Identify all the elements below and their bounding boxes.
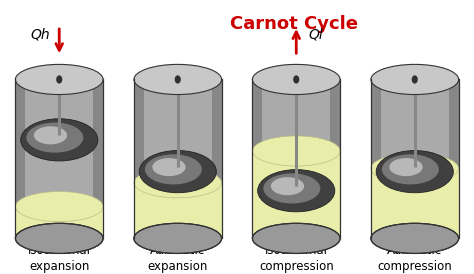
Polygon shape <box>371 79 381 238</box>
Ellipse shape <box>21 119 98 161</box>
Text: Isothermal
compression: Isothermal compression <box>259 244 334 273</box>
Polygon shape <box>16 207 103 238</box>
Text: Ql: Ql <box>308 27 323 41</box>
Polygon shape <box>93 79 103 238</box>
Ellipse shape <box>253 64 340 95</box>
Polygon shape <box>16 79 25 238</box>
Polygon shape <box>134 79 144 238</box>
Ellipse shape <box>152 158 186 176</box>
Ellipse shape <box>371 64 458 95</box>
Ellipse shape <box>134 168 221 198</box>
Text: Adiabatic
compression: Adiabatic compression <box>377 244 452 273</box>
Ellipse shape <box>16 223 103 253</box>
Polygon shape <box>212 79 221 238</box>
Polygon shape <box>371 169 458 238</box>
Ellipse shape <box>134 64 221 95</box>
Text: Carnot Cycle: Carnot Cycle <box>230 15 358 33</box>
Text: Adiabatic
expansion: Adiabatic expansion <box>147 244 208 273</box>
Polygon shape <box>449 79 458 238</box>
Ellipse shape <box>371 153 458 184</box>
Polygon shape <box>134 79 221 238</box>
Polygon shape <box>253 79 340 238</box>
Ellipse shape <box>389 158 423 176</box>
Polygon shape <box>253 79 262 238</box>
Polygon shape <box>16 79 103 238</box>
Ellipse shape <box>271 177 304 195</box>
Ellipse shape <box>258 170 335 212</box>
Ellipse shape <box>253 223 340 253</box>
Ellipse shape <box>16 64 103 95</box>
Ellipse shape <box>16 192 103 222</box>
Ellipse shape <box>371 223 458 253</box>
Ellipse shape <box>412 75 418 84</box>
Ellipse shape <box>134 223 221 253</box>
Ellipse shape <box>145 154 202 184</box>
Polygon shape <box>330 79 340 238</box>
Ellipse shape <box>376 150 453 193</box>
Ellipse shape <box>175 75 181 84</box>
Ellipse shape <box>253 136 340 166</box>
Text: Qh: Qh <box>30 27 50 41</box>
Ellipse shape <box>139 150 216 193</box>
Text: Isothermal
expansion: Isothermal expansion <box>28 244 91 273</box>
Ellipse shape <box>264 173 320 204</box>
Polygon shape <box>253 151 340 238</box>
Polygon shape <box>371 79 458 238</box>
Ellipse shape <box>27 122 83 153</box>
Ellipse shape <box>56 75 62 84</box>
Ellipse shape <box>293 75 299 84</box>
Ellipse shape <box>382 154 439 184</box>
Polygon shape <box>134 183 221 238</box>
Ellipse shape <box>34 126 67 144</box>
